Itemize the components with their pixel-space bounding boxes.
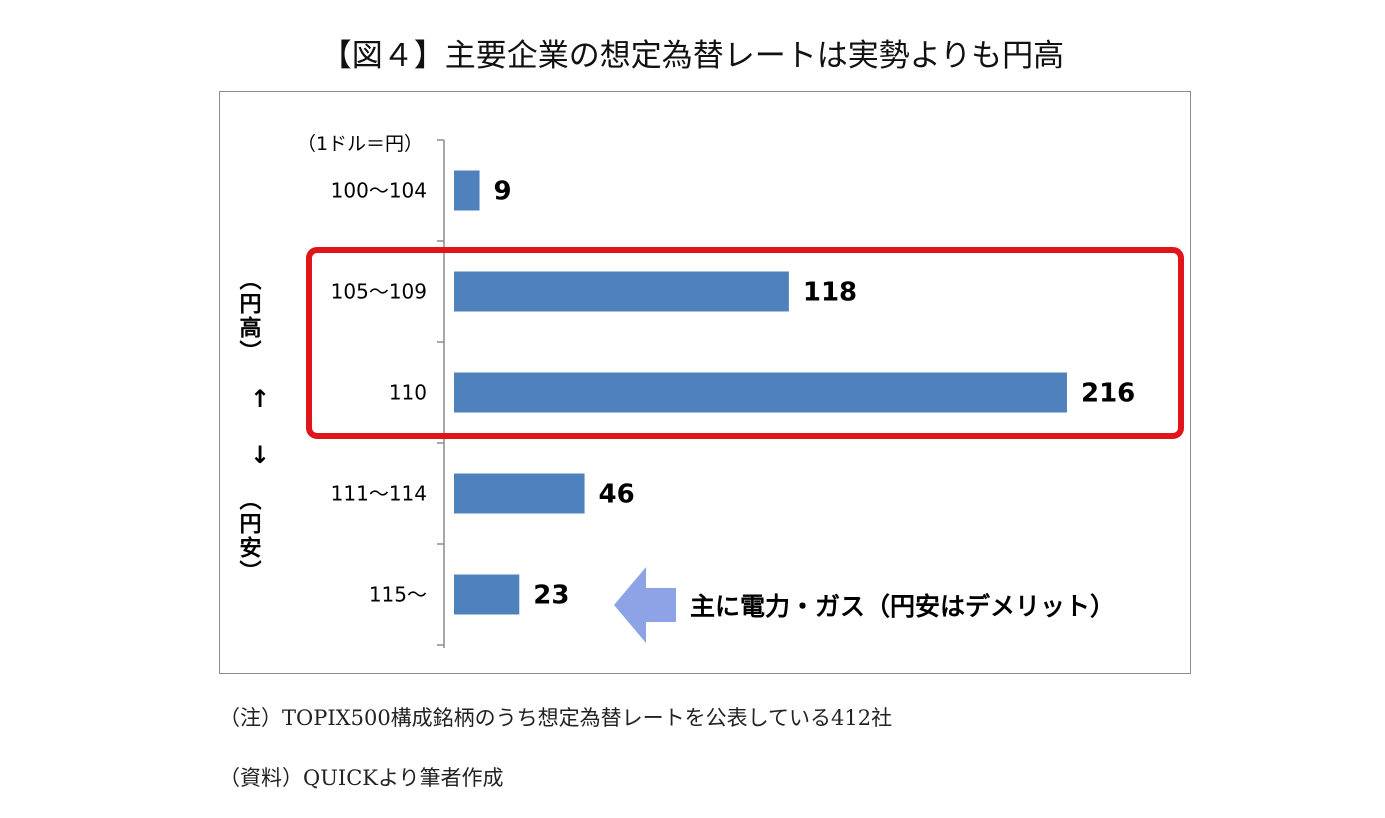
chart-frame: [219, 91, 1191, 674]
bar: [454, 271, 789, 312]
value-label: 118: [803, 278, 857, 308]
value-label: 46: [599, 480, 635, 510]
footnote-note: （注）TOPIX500構成銘柄のうち想定為替レートを公表している412社: [219, 706, 893, 730]
category-label: 110: [389, 381, 427, 405]
chart-title: 【図４】主要企業の想定為替レートは実勢よりも円高: [320, 38, 1065, 74]
y-axis-ticks: [437, 139, 444, 646]
category-label: 105～109: [331, 280, 427, 304]
side-labels: （円高） ↑ ↓ （円安）: [236, 268, 271, 584]
bar: [454, 574, 520, 615]
category-labels: 100～104 105～109 110 111～114 115～: [331, 179, 427, 607]
category-label: 115～: [369, 583, 427, 607]
footnote-source: （資料）QUICKより筆者作成: [219, 766, 504, 790]
up-arrow-icon: ↑: [250, 385, 270, 413]
category-label: 100～104: [331, 179, 427, 203]
bars: [454, 170, 1067, 615]
unit-label: （1ドル＝円）: [297, 133, 423, 155]
yen-weak-label: （円安）: [236, 488, 262, 584]
value-labels: 9 118 216 46 23: [494, 177, 1136, 611]
highlight-box: [306, 247, 1184, 439]
down-arrow-icon: ↓: [250, 441, 270, 469]
bar: [454, 473, 585, 514]
value-label: 23: [533, 581, 569, 611]
bar: [454, 372, 1067, 413]
left-arrow-icon: [614, 567, 676, 643]
annotation-text: 主に電力・ガス（円安はデメリット）: [690, 592, 1115, 621]
yen-strong-label: （円高）: [236, 268, 262, 364]
value-label: 216: [1081, 379, 1135, 409]
value-label: 9: [494, 177, 512, 207]
bar: [454, 170, 480, 211]
category-label: 111～114: [331, 482, 427, 506]
